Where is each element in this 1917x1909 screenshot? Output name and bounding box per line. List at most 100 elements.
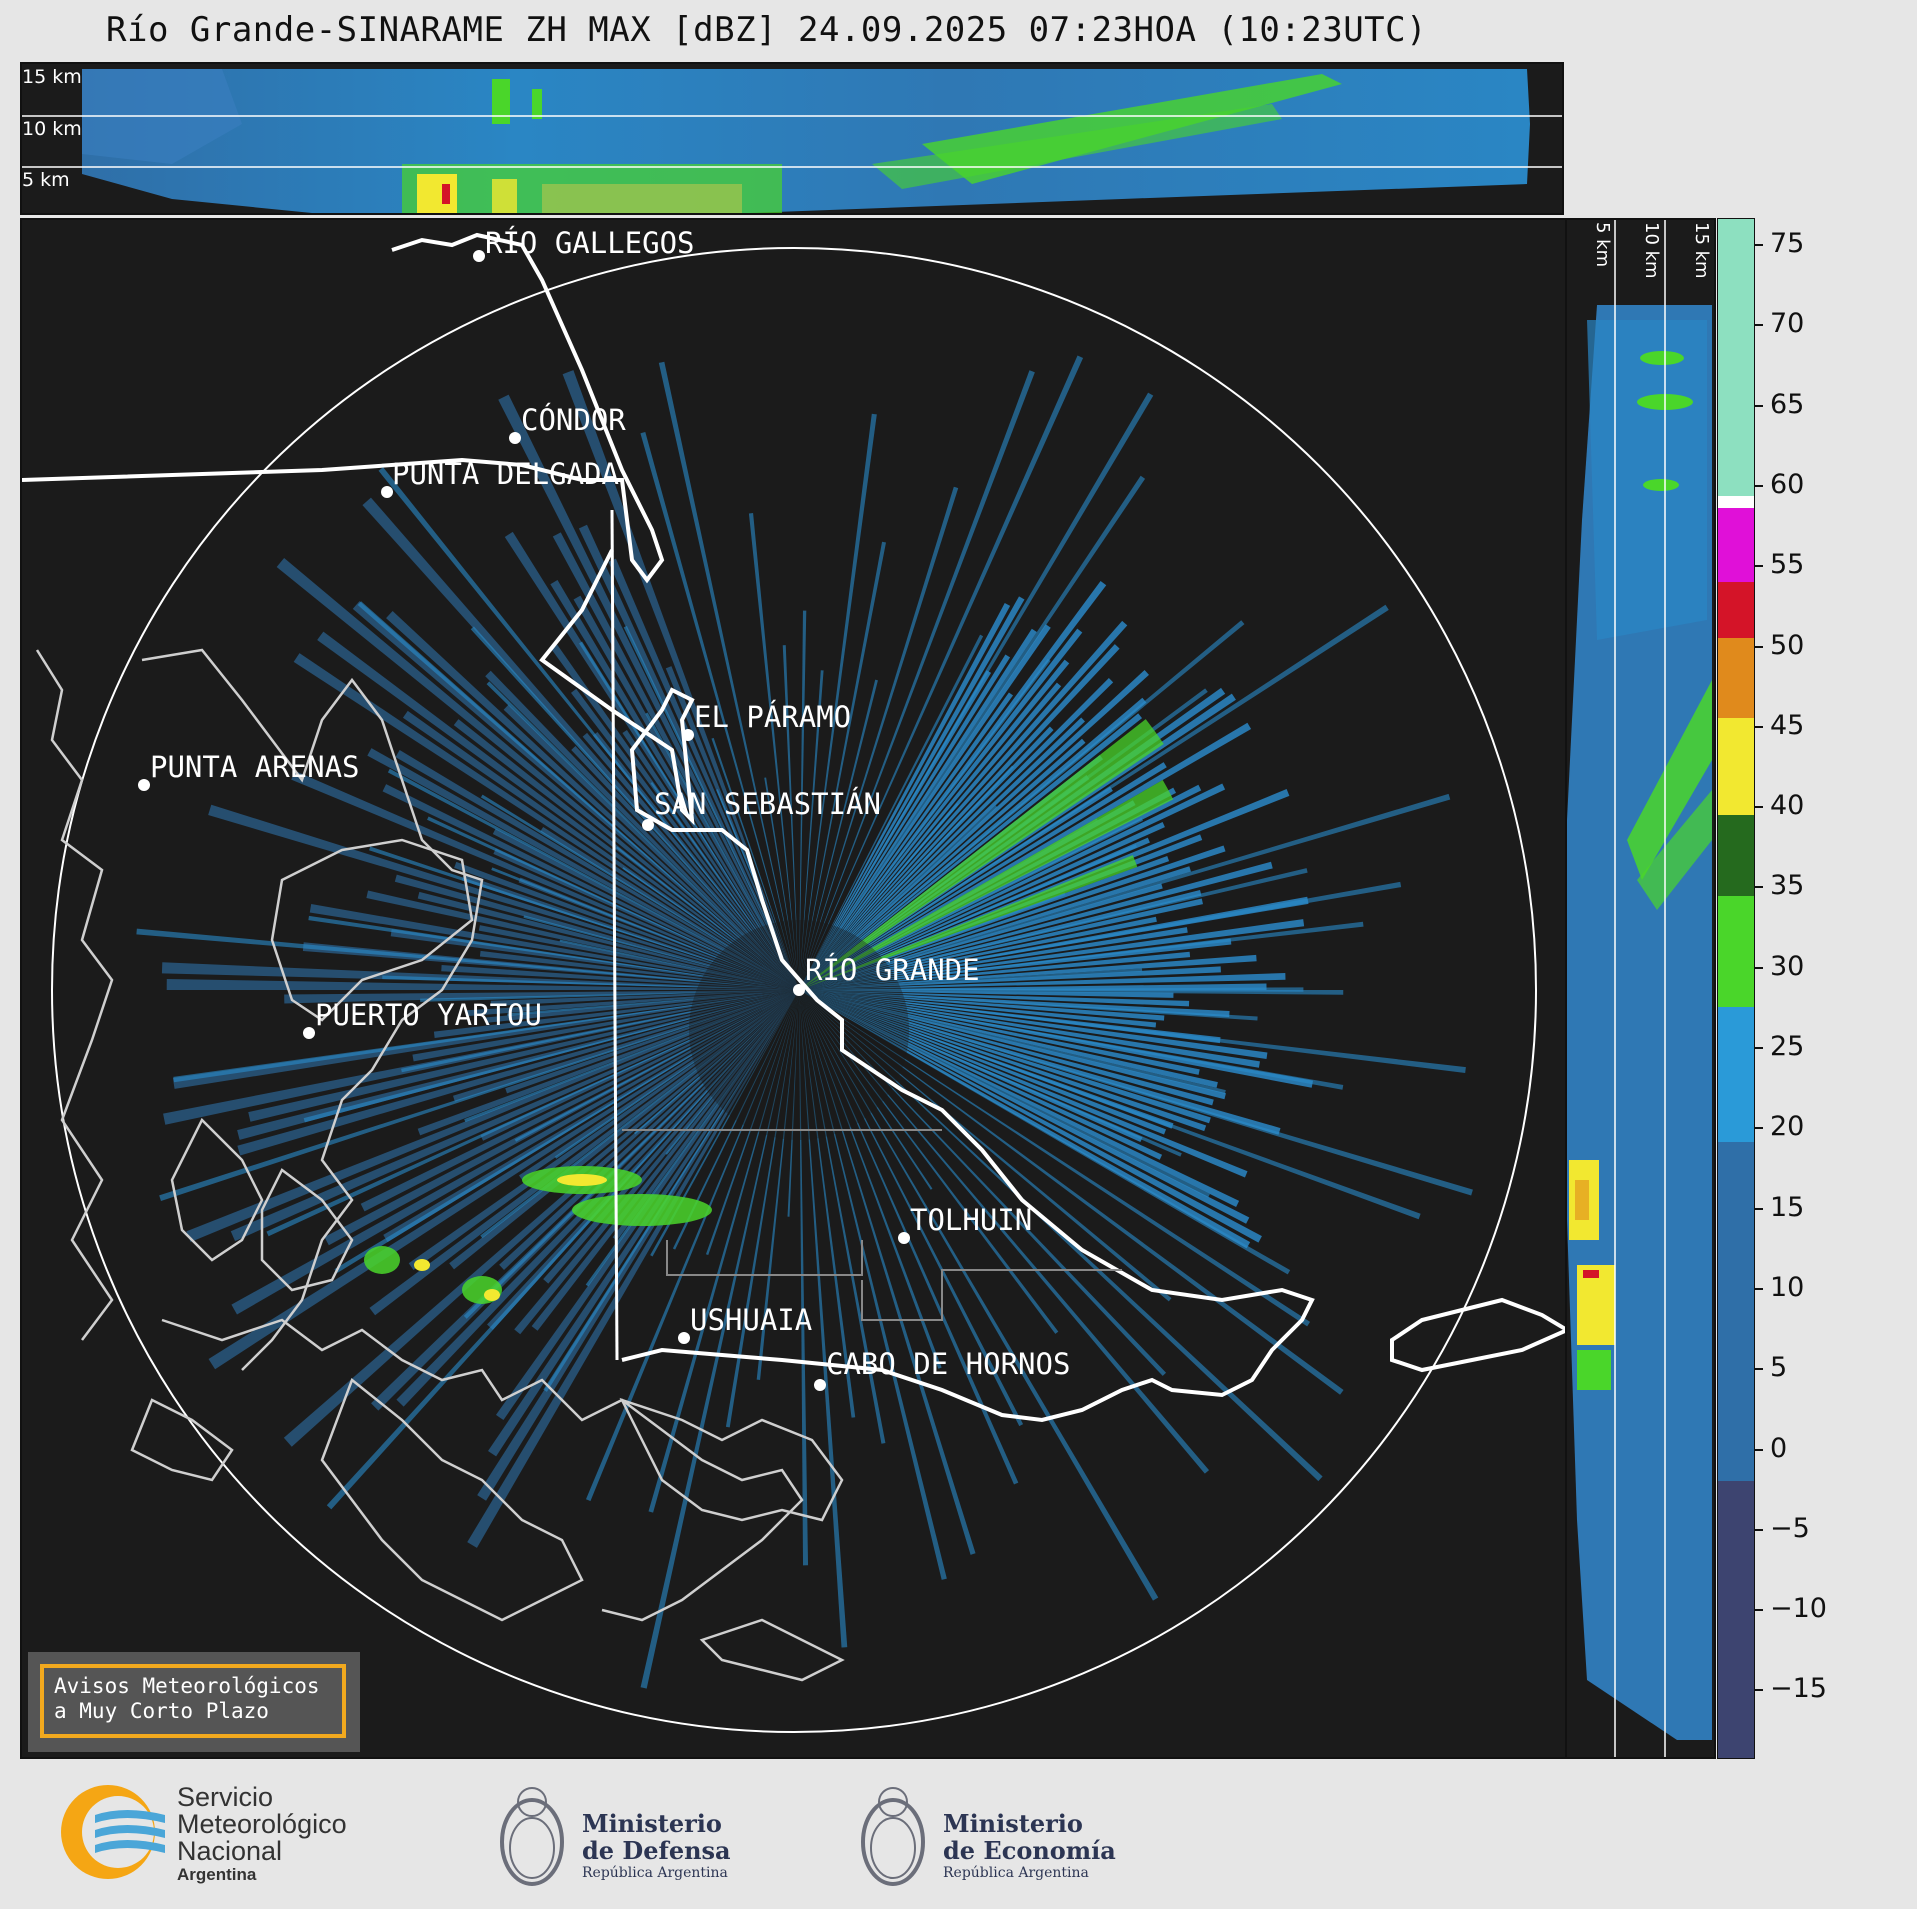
echo-ray [622,867,799,990]
echo-ray [799,990,1226,1100]
colorbar-tick-mark [1755,1207,1763,1210]
administrative-boundaries [622,1129,1122,1321]
city-label-punta-delgada: PUNTA DELGADA [392,457,619,491]
echo-ray [417,891,799,990]
echo-ray [799,780,1174,990]
colorbar-tick-label: 5 [1770,1352,1788,1384]
echo-cell [572,1194,712,1226]
echo-ray [799,868,1308,990]
echo-ray [799,783,1226,990]
echo-ray [231,990,799,1315]
colorbar-tick-mark [1755,1609,1763,1612]
echo-ray [799,486,959,990]
colorbar-tick-mark [1755,1368,1763,1371]
echo-ray [799,990,1157,1028]
echo-ray [570,688,799,990]
echo-ray [173,990,799,1083]
echo-ray [799,990,886,1444]
echo-ray [463,990,799,1319]
echo-ray [799,355,1084,990]
colorbar-tick-label: 15 [1770,1191,1805,1223]
colorbar-tick-mark [1755,244,1763,246]
echo-ray [799,968,1143,990]
echo-ray [492,828,799,990]
echo-ray [799,844,1137,990]
echo-ray [360,990,799,1212]
colorbar-tick-label: 20 [1770,1111,1805,1143]
warning-box[interactable]: Avisos Meteorológicos a Muy Corto Plazo [28,1652,360,1752]
echo-ray [479,950,799,990]
colorbar-tick-label: 25 [1770,1031,1805,1062]
colorbar-tick-label: 35 [1770,870,1805,902]
echo-ray [799,990,1218,1088]
side-cross-section-echo [1567,220,1712,1757]
echo-ray [799,954,1257,990]
colorbar-tick-mark [1755,1689,1763,1692]
echo-ray [799,658,1051,990]
echo-ray [799,866,1191,990]
echo-ray [799,990,1291,1275]
echo-ray [799,670,1149,990]
echo-ray [283,990,799,1447]
smn-line-4: Argentina [177,1865,257,1884]
echo-ray [408,990,799,1271]
echo-ray [799,916,1157,990]
echo-ray [486,681,799,990]
economia-line-1: Ministerio [943,1809,1083,1838]
echo-ray [799,990,1210,1474]
echo-ray [504,531,799,990]
echo-ray [799,624,1051,990]
colorbar-tick-label: 55 [1770,549,1805,581]
echo-ray [799,738,1086,990]
echo-ray [799,659,1070,990]
echo-ray [367,748,799,990]
echo-ray [799,817,1143,990]
echo-ray [799,990,1165,1021]
echo-ray [208,804,800,990]
defensa-emblem [500,1787,564,1886]
echo-ray [640,431,799,990]
echo-ray [799,990,1226,1094]
echo-cell-core [484,1289,500,1301]
echo-ray [799,987,1304,992]
echo-ray [523,915,799,990]
echo-ray [799,692,1014,990]
echo-ray [799,990,1211,1124]
colorbar-tick-mark [1755,886,1763,889]
border-chile-argentina [610,509,619,1361]
echo-ray [382,975,799,990]
coastline-tierra-del-fuego [539,549,1315,1423]
echo-ray [366,890,799,990]
echo-ray [505,990,799,1094]
echo-ray [650,990,799,1257]
colorbar-tick-label: 65 [1770,388,1805,420]
echo-ray [480,990,799,1141]
echo-ray [454,861,799,990]
echo-ray [799,620,1245,990]
echo-ray [799,620,1128,990]
colorbar-tick-mark [1755,404,1763,407]
colorbar-tick-label: 40 [1770,790,1805,822]
colorbar-segment [1718,1480,1754,1758]
colorbar-segment [1718,219,1754,497]
echo-ray [799,719,1164,990]
echo-ray [559,939,799,990]
smn-line-3: Nacional [177,1836,283,1866]
echo-ray [799,990,809,1566]
echo-ray [799,654,1011,990]
echo-ray [799,990,942,1369]
echo-ray [382,784,799,990]
echo-ray [799,713,1143,990]
echo-ray [799,990,1143,1143]
warning-box-frame: Avisos Meteorológicos a Muy Corto Plazo [40,1664,346,1738]
echo-ray [208,990,799,1370]
echo-ray [799,990,1174,1129]
echo-ray [799,634,984,990]
side-altitude-label-15km: 15 km [1691,222,1712,279]
echo-ray [163,990,799,1125]
echo-ray [799,370,1035,990]
echo-ray [799,990,1421,1220]
echo-ray [324,990,799,1246]
echo-ray [799,679,878,990]
range-ring [51,247,1537,1733]
